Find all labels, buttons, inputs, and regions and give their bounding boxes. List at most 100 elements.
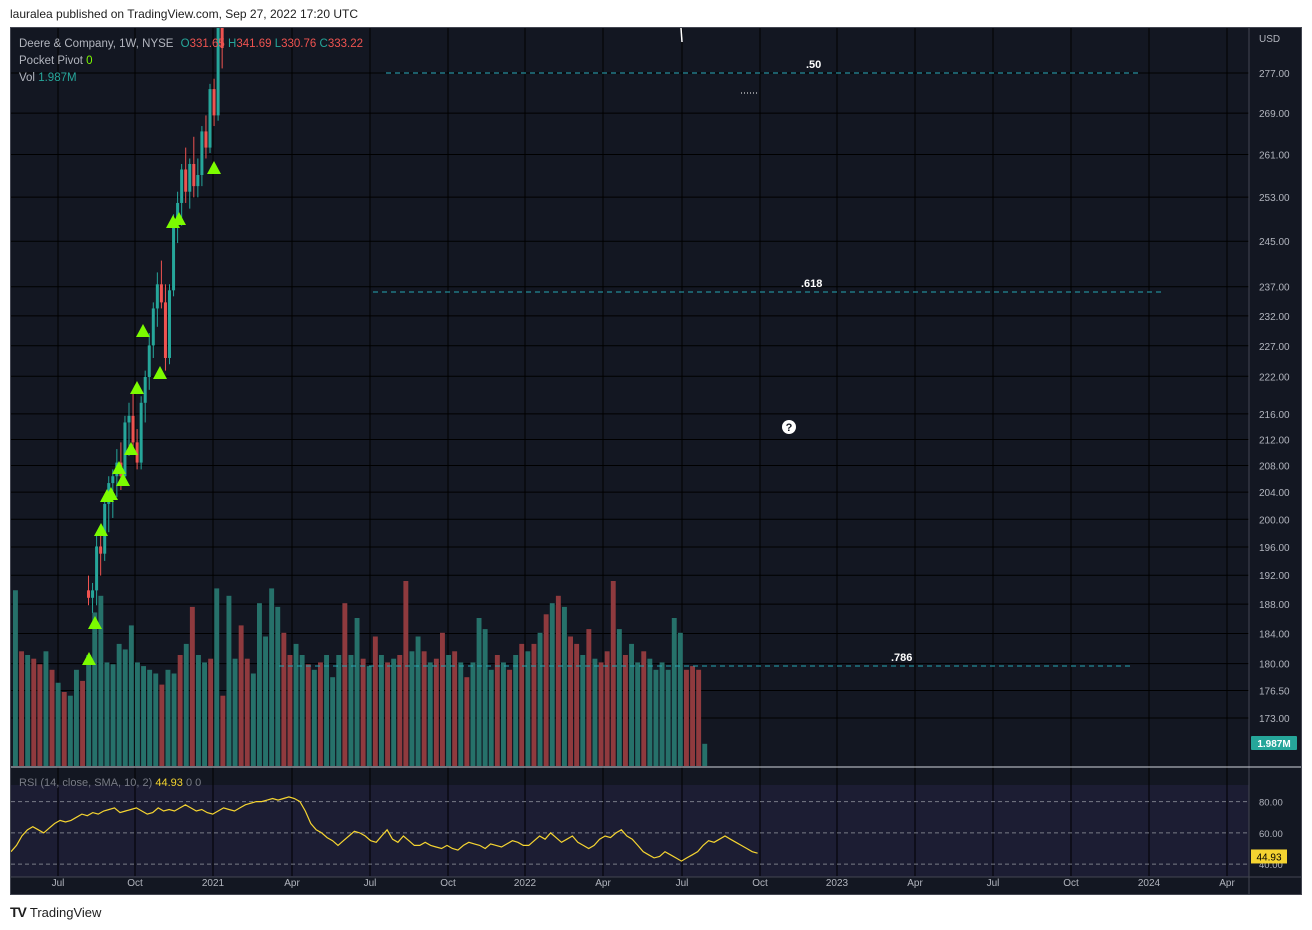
candle-body[interactable]	[168, 290, 171, 358]
volume-bar	[135, 662, 140, 766]
price-tick-label: 188.00	[1259, 600, 1290, 611]
volume-bar	[366, 666, 372, 766]
volume-bar	[208, 658, 214, 766]
candle-body[interactable]	[176, 202, 180, 221]
volume-bar	[696, 669, 702, 766]
volume-bar	[702, 743, 708, 766]
volume-bar	[232, 658, 238, 766]
volume-bar	[549, 603, 555, 766]
candle-body[interactable]	[188, 163, 192, 192]
question-circle-icon[interactable]: ?	[782, 420, 796, 434]
time-tick-label: Jul	[364, 878, 377, 889]
rsi-value: 44.93	[155, 777, 183, 789]
volume-bar	[25, 655, 31, 766]
price-tick-label: 200.00	[1259, 515, 1290, 526]
candle-body[interactable]	[103, 503, 107, 554]
pocket-pivot-arrow	[116, 473, 130, 486]
price-tick-label: 269.00	[1259, 109, 1290, 120]
volume-bar	[403, 581, 409, 766]
price-axis[interactable]: 277.00 269.00 261.00 253.00 245.00 237.00 232.…	[11, 28, 1301, 894]
candle-body[interactable]	[99, 546, 103, 554]
volume-bar	[482, 629, 488, 766]
candle-body[interactable]	[216, 28, 220, 116]
volume-badge: 1.987M	[1251, 736, 1297, 750]
symbol-legend: Deere & Company, 1W, NYSE O331.65 H341.6…	[19, 36, 363, 87]
low-value: 330.76	[281, 38, 317, 50]
volume-bar	[476, 618, 482, 766]
candle-body[interactable]	[204, 131, 208, 148]
time-tick-label: Jul	[52, 878, 65, 889]
candle-body[interactable]	[212, 89, 216, 116]
volume-bar	[275, 606, 281, 766]
time-axis[interactable]: Jul Oct 2021 Apr Jul Oct 2022 Apr Jul Oct 2023 Apr J…	[52, 878, 1236, 889]
rsi-label: RSI (14, close, SMA, 10, 2)	[19, 777, 153, 789]
pocket-pivot-arrow	[130, 381, 144, 394]
volume-bar	[440, 632, 445, 766]
candle-body[interactable]	[95, 546, 99, 591]
candle-body[interactable]	[184, 169, 188, 192]
time-tick-label: Jul	[676, 878, 689, 889]
candle-body[interactable]	[123, 422, 127, 477]
volume-bar	[635, 662, 641, 766]
candles[interactable]	[87, 28, 224, 613]
candle-body[interactable]	[91, 590, 95, 598]
chart-frame[interactable]: .50.618.786 80.00 60.00 40.00 44.93 277.00 2…	[10, 27, 1302, 895]
candle-body[interactable]	[220, 28, 224, 49]
close-label: C	[319, 38, 328, 50]
fib-level-label: .786	[891, 652, 912, 664]
volume-bar	[98, 595, 104, 766]
volume-bar	[677, 632, 683, 766]
volume-bar	[116, 643, 122, 766]
candle-body[interactable]	[163, 302, 167, 358]
volume-bar	[238, 625, 244, 766]
tradingview-logo[interactable]: TV TradingView	[10, 904, 101, 920]
candle-body[interactable]	[139, 402, 143, 463]
volume-bar	[299, 655, 305, 766]
volume-bar	[519, 643, 525, 766]
candle-body[interactable]	[196, 175, 200, 187]
volume-bar	[287, 655, 293, 766]
candle-body[interactable]	[147, 345, 151, 378]
fib-level-label: .50	[806, 59, 821, 71]
candle-body[interactable]	[135, 442, 139, 463]
candle-body[interactable]	[127, 415, 131, 423]
volume-bar	[470, 662, 476, 766]
rsi-line[interactable]	[11, 796, 758, 862]
volume-bar	[507, 669, 512, 766]
price-tick-label: 208.00	[1259, 462, 1290, 473]
rsi-value-badge: 44.93	[1251, 849, 1287, 864]
candle-body[interactable]	[200, 131, 204, 176]
fib-levels[interactable]: .50 .618 .786	[279, 28, 1163, 667]
candle-body[interactable]	[111, 476, 115, 484]
volume-bar	[458, 662, 464, 766]
volume-bar	[604, 651, 610, 766]
volume-bar	[464, 677, 470, 766]
question-circle[interactable]	[782, 420, 796, 434]
volume-bar	[80, 680, 85, 766]
candle-body[interactable]	[180, 169, 184, 203]
time-tick-label: 2024	[1138, 878, 1161, 889]
candle-body[interactable]	[151, 308, 155, 346]
volume-bar	[379, 655, 384, 766]
candle-body[interactable]	[172, 220, 176, 291]
candle-body[interactable]	[208, 89, 212, 148]
volume-bar	[250, 673, 256, 766]
volume-bar	[653, 669, 659, 766]
candle-body[interactable]	[143, 377, 147, 403]
candle-body[interactable]	[159, 284, 163, 303]
price-tick-label: 261.00	[1259, 151, 1290, 162]
publish-caption: lauralea published on TradingView.com, S…	[10, 7, 359, 21]
candle-body[interactable]	[155, 284, 159, 309]
candle-body[interactable]	[131, 415, 135, 443]
volume-bar	[598, 662, 604, 766]
candle-body[interactable]	[87, 590, 90, 598]
volume-bar	[74, 669, 79, 766]
candle-body[interactable]	[192, 163, 196, 187]
price-tick-label: 204.00	[1259, 488, 1290, 499]
time-tick-label: Oct	[440, 878, 456, 889]
open-value: 331.65	[189, 38, 225, 50]
pocket-pivot-arrows	[82, 161, 221, 665]
low-label: L	[274, 38, 282, 50]
